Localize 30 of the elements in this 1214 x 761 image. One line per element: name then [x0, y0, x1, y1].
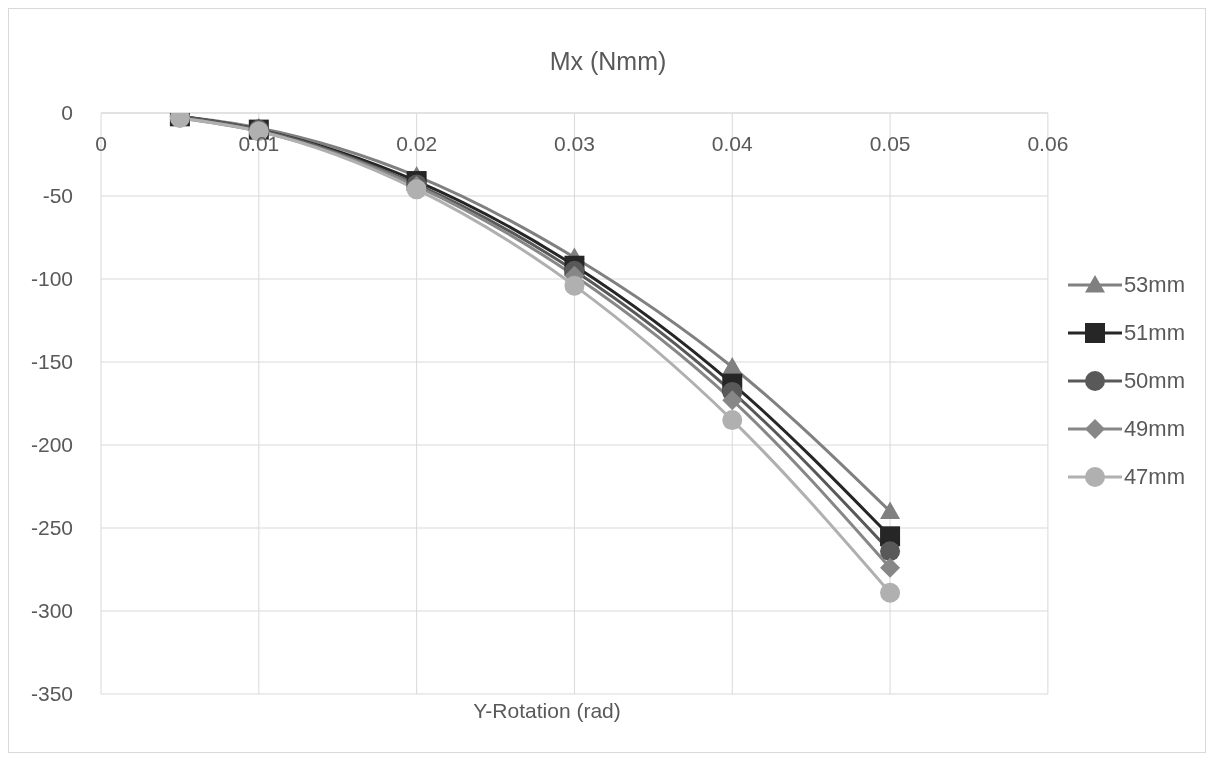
- point: [880, 541, 901, 562]
- y-tick-label: -200: [30, 433, 73, 456]
- point: [722, 356, 743, 375]
- legend-label: 50mm: [1123, 367, 1185, 394]
- legend-label: 47mm: [1123, 463, 1185, 490]
- legend-label: 49mm: [1123, 415, 1185, 442]
- y-tick-label: 0: [61, 101, 73, 124]
- chart-title: Mx (Nmm): [548, 47, 668, 76]
- point: [880, 557, 901, 578]
- y-tick-label: -300: [30, 599, 73, 622]
- point: [880, 501, 901, 519]
- y-tick-label: -250: [30, 516, 73, 539]
- x-tick-label: 0.03: [554, 132, 595, 155]
- x-tick-label: 0.04: [711, 132, 754, 155]
- y-tick-label: -100: [30, 267, 73, 290]
- x-tick-label: 0.02: [396, 132, 438, 155]
- point: [564, 275, 585, 296]
- x-tick-label: 0: [95, 132, 107, 155]
- y-tick-label: -150: [30, 350, 73, 373]
- x-axis-title: Y-Rotation (rad): [472, 699, 622, 723]
- x-tick-label: 0.05: [869, 132, 911, 155]
- x-tick-label: 0.06: [1027, 132, 1069, 155]
- x-tick-label: 0.01: [238, 132, 280, 155]
- legend-label: 53mm: [1123, 271, 1185, 298]
- point: [880, 582, 901, 603]
- point: [722, 410, 743, 431]
- point: [722, 390, 743, 411]
- y-tick-label: -350: [30, 682, 73, 705]
- legend-label: 51mm: [1123, 319, 1185, 346]
- y-tick-label: -50: [42, 184, 73, 207]
